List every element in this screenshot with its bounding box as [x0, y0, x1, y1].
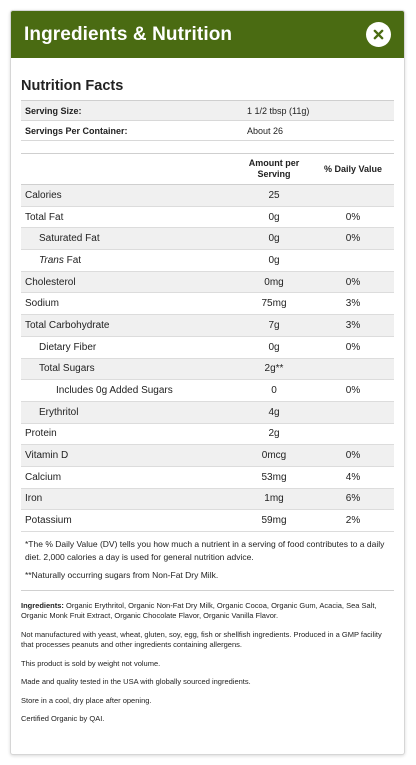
nutrient-name: Total Sugars [21, 358, 236, 381]
servings-value: About 26 [247, 125, 284, 136]
table-row: Includes 0g Added Sugars 0 0% [21, 379, 394, 402]
table-row: Sodium 75mg 3% [21, 292, 394, 316]
nutrient-name: Erythritol [21, 401, 236, 424]
nutrient-name: Cholesterol [21, 271, 236, 294]
sugar-footnote: **Naturally occurring sugars from Non-Fa… [25, 570, 219, 580]
nutrient-dv: 3% [312, 292, 394, 316]
nutrient-amount: 7g [236, 314, 312, 337]
nutrient-amount: 0 [236, 379, 312, 402]
serving-info: Serving Size: 1 1/2 tbsp (11g) Servings … [21, 100, 394, 141]
dv-column-header: % Daily Value [312, 153, 394, 185]
table-row: Saturated Fat 0g 0% [21, 227, 394, 251]
table-row: Iron 1mg 6% [21, 488, 394, 511]
nutrient-amount: 0g [236, 227, 312, 251]
nutrient-amount: 0g [236, 336, 312, 359]
nutrient-amount: 75mg [236, 292, 312, 316]
nutrient-amount: 2g [236, 423, 312, 446]
nutrient-name: Iron [21, 488, 236, 511]
table-row: Potassium 59mg 2% [21, 509, 394, 532]
fat-label: Fat [63, 254, 82, 266]
serving-size-row: Serving Size: 1 1/2 tbsp (11g) [21, 101, 394, 121]
nutrient-dv [312, 423, 394, 446]
storage-statement: Store in a cool, dry place after opening… [21, 695, 152, 705]
nutrient-name: Calcium [21, 466, 236, 489]
nutrient-amount: 0g [236, 206, 312, 229]
nutrient-dv: 0% [312, 336, 394, 359]
nutrition-table: Amount per Serving % Daily Value Calorie… [21, 153, 394, 532]
nutrient-amount: 4g [236, 401, 312, 424]
nutrient-name: Includes 0g Added Sugars [21, 379, 236, 402]
ingredients-paragraph: Ingredients: Organic Erythritol, Organic… [21, 601, 394, 622]
table-row: Trans Fat 0g [21, 249, 394, 272]
serving-size-label: Serving Size: [25, 105, 82, 116]
nutrient-amount: 0mcg [236, 444, 312, 467]
certification-statement: Certified Organic by QAI. [21, 714, 105, 723]
nutrient-name: Sodium [21, 292, 236, 316]
nutrient-amount: 1mg [236, 488, 312, 511]
trans-label: Trans [39, 254, 64, 266]
nutrient-amount: 0g [236, 249, 312, 272]
nutrition-footnotes: *The % Daily Value (DV) tells you how mu… [21, 532, 394, 591]
servings-per-container-row: Servings Per Container: About 26 [21, 121, 394, 141]
nutrient-name: Vitamin D [21, 444, 236, 467]
weight-statement: This product is sold by weight not volum… [21, 658, 161, 668]
table-row: Cholesterol 0mg 0% [21, 271, 394, 294]
table-row: Calcium 53mg 4% [21, 466, 394, 489]
nutrient-name: Dietary Fiber [21, 336, 236, 359]
table-row: Vitamin D 0mcg 0% [21, 444, 394, 467]
nutrient-dv: 0% [312, 227, 394, 251]
product-info: Ingredients: Organic Erythritol, Organic… [21, 591, 394, 725]
nutrient-amount: 25 [236, 184, 312, 207]
nutrition-facts-title: Nutrition Facts [21, 78, 124, 94]
nutrient-name: Trans Fat [21, 249, 236, 272]
amount-column-header: Amount per Serving [236, 153, 312, 185]
nutrient-name: Total Carbohydrate [21, 314, 236, 337]
nutrient-dv: 4% [312, 466, 394, 489]
nutrient-name: Calories [21, 184, 236, 207]
nutrient-amount: 2g** [236, 358, 312, 381]
close-icon [373, 29, 384, 40]
table-row: Erythritol 4g [21, 401, 394, 424]
nutrition-modal: Ingredients & Nutrition Nutrition Facts … [10, 10, 405, 755]
nutrient-name: Potassium [21, 509, 236, 532]
origin-statement: Made and quality tested in the USA with … [21, 677, 251, 686]
nutrient-dv [312, 401, 394, 424]
nutrient-name: Total Fat [21, 206, 236, 229]
table-row: Total Sugars 2g** [21, 358, 394, 381]
table-row: Protein 2g [21, 423, 394, 446]
allergen-statement: Not manufactured with yeast, wheat, glut… [21, 629, 382, 650]
nutrient-name: Protein [21, 423, 236, 446]
ingredients-text: Organic Erythritol, Organic Non-Fat Dry … [21, 600, 377, 621]
dv-footnote: *The % Daily Value (DV) tells you how mu… [25, 539, 385, 562]
ingredients-label: Ingredients: [21, 600, 64, 610]
modal-title: Ingredients & Nutrition [24, 23, 233, 45]
nutrient-dv [312, 358, 394, 381]
modal-header: Ingredients & Nutrition [11, 11, 404, 58]
close-button[interactable] [366, 22, 391, 47]
table-row: Calories 25 [21, 184, 394, 207]
servings-label: Servings Per Container: [25, 125, 128, 136]
nutrient-name: Saturated Fat [21, 227, 236, 251]
nutrient-dv: 6% [312, 488, 394, 511]
table-row: Total Fat 0g 0% [21, 206, 394, 229]
table-row: Dietary Fiber 0g 0% [21, 336, 394, 359]
nutrient-dv: 0% [312, 379, 394, 402]
serving-size-value: 1 1/2 tbsp (11g) [247, 105, 310, 116]
nutrient-dv: 3% [312, 314, 394, 337]
nutrient-dv: 0% [312, 271, 394, 294]
nutrient-dv: 0% [312, 206, 394, 229]
table-row: Total Carbohydrate 7g 3% [21, 314, 394, 337]
nutrient-amount: 53mg [236, 466, 312, 489]
nutrition-header-row: Amount per Serving % Daily Value [21, 153, 394, 185]
nutrient-dv [312, 249, 394, 272]
nutrient-amount: 0mg [236, 271, 312, 294]
nutrient-dv: 0% [312, 444, 394, 467]
nutrient-amount: 59mg [236, 509, 312, 532]
nutrient-dv: 2% [312, 509, 394, 532]
nutrient-dv [312, 184, 394, 207]
